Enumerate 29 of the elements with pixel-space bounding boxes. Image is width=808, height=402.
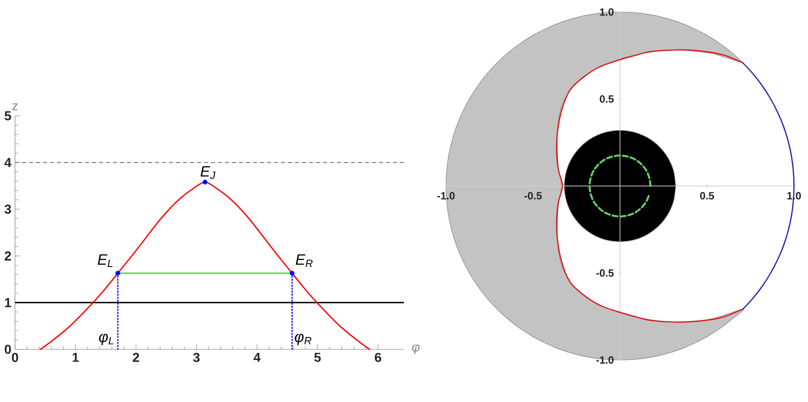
x-tick-label: 0 xyxy=(12,352,18,362)
y-tick-label: 4 xyxy=(4,158,12,167)
x-tick-label: 3 xyxy=(193,352,200,362)
y-axis-title: z xyxy=(12,103,18,110)
y-tick-label: 0.5 xyxy=(600,95,614,103)
x-tick-label: 1 xyxy=(72,352,79,362)
y-tick-label: 1.0 xyxy=(600,8,614,16)
x-tick-label: 4 xyxy=(254,352,261,362)
x-tick-label: -1.0 xyxy=(437,192,455,200)
annotation: φ$_{R}$ xyxy=(294,334,312,346)
x-tick-label: 2 xyxy=(132,352,140,362)
x-tick-label: -0.5 xyxy=(524,192,542,200)
annotation: E$_{L}$ xyxy=(98,254,112,267)
x-axis-title: φ xyxy=(412,344,420,354)
line-series xyxy=(40,181,370,350)
y-tick-label: 5 xyxy=(4,111,12,120)
line-series xyxy=(556,49,744,323)
annotation: E$_{J}$ xyxy=(200,166,216,179)
x-tick-label: 5 xyxy=(314,352,321,362)
annotation: φ$_{L}$ xyxy=(99,334,114,346)
y-tick-label: 0 xyxy=(4,344,11,354)
x-tick-label: 6 xyxy=(374,352,382,362)
y-tick-label: 1 xyxy=(5,298,12,308)
y-tick-label: 2 xyxy=(4,251,11,260)
x-tick-label: 0.5 xyxy=(700,192,714,200)
y-tick-label: -0.5 xyxy=(596,269,614,277)
line-series xyxy=(588,154,652,218)
annotation: E$_{R}$ xyxy=(296,254,313,267)
y-tick-label: 3 xyxy=(4,204,11,214)
